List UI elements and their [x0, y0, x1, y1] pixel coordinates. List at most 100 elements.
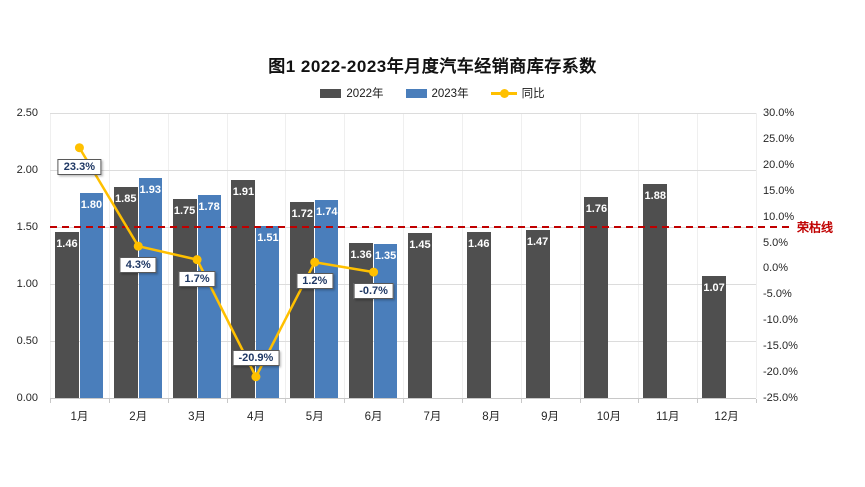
- bar-value-label: 1.78: [198, 201, 220, 214]
- y-axis-left-tick-label: 2.00: [16, 164, 38, 176]
- y-axis-right-tick-label: -20.0%: [763, 366, 798, 379]
- bar-value-label: 1.91: [232, 186, 255, 199]
- bar-value-label: 1.85: [115, 193, 137, 206]
- legend-label-2023: 2023年: [431, 88, 469, 100]
- horizontal-gridline: [50, 170, 756, 171]
- y-axis-right-tick-label: 15.0%: [763, 184, 795, 197]
- bar-value-label: 1.46: [468, 237, 490, 250]
- yoy-data-label: 1.7%: [178, 270, 216, 287]
- bar-2022年-12月: [702, 276, 727, 398]
- x-axis-category-label: 7月: [423, 411, 442, 423]
- bar-2023年-1月: [79, 192, 103, 398]
- x-axis-tick: [756, 399, 757, 403]
- vertical-gridline: [697, 113, 699, 398]
- vertical-gridline: [285, 113, 287, 398]
- vertical-gridline: [756, 113, 757, 398]
- reference-line-label: 荣枯线: [797, 220, 834, 235]
- y-axis-left-tick-label: 1.00: [16, 278, 38, 290]
- bar-value-label: 1.45: [409, 238, 431, 251]
- vertical-gridline: [226, 113, 228, 398]
- y-axis-left-tick-label: 0.50: [16, 335, 38, 347]
- bar-value-label: 1.46: [56, 237, 78, 250]
- bar-2022年-11月: [643, 183, 668, 398]
- yoy-point-marker: [133, 241, 143, 251]
- bar-2022年-7月: [407, 232, 432, 398]
- legend-swatch-2022-icon: [320, 88, 342, 98]
- x-axis-category-label: 8月: [482, 411, 501, 423]
- y-axis-right-tick-label: 5.0%: [763, 236, 789, 249]
- x-axis-category-label: 4月: [246, 411, 265, 423]
- x-axis-tick: [461, 399, 463, 403]
- y-axis-left-tick-label: 2.50: [16, 107, 38, 119]
- x-axis-tick: [167, 399, 169, 403]
- y-axis-right-tick-label: 0.0%: [763, 262, 789, 275]
- bar-value-label: 1.76: [585, 203, 608, 216]
- vertical-gridline: [638, 113, 640, 398]
- y-axis-right-tick-label: 30.0%: [763, 107, 795, 119]
- legend-swatch-2023-icon: [405, 88, 427, 98]
- x-axis-tick: [344, 399, 346, 403]
- y-axis-left-tick-label: 1.50: [16, 221, 38, 233]
- bar-value-label: 1.07: [703, 282, 725, 295]
- bar-2022年-9月: [525, 230, 550, 398]
- x-axis-category-label: 11月: [656, 411, 680, 423]
- bar-value-label: 1.72: [291, 207, 313, 220]
- bar-2022年-3月: [172, 198, 197, 398]
- yoy-point-marker: [251, 372, 261, 382]
- bar-2022年-2月: [113, 187, 138, 398]
- vertical-gridline: [167, 113, 169, 398]
- x-axis-line: [50, 398, 756, 399]
- bar-2023年-2月: [138, 177, 162, 398]
- x-axis-tick: [108, 399, 110, 403]
- yoy-data-label: -20.9%: [232, 349, 280, 366]
- yoy-point-marker: [74, 143, 84, 153]
- x-axis-tick: [520, 399, 522, 403]
- x-axis-category-label: 1月: [70, 411, 89, 423]
- horizontal-gridline: [50, 113, 756, 114]
- x-axis-category-label: 10月: [596, 411, 622, 423]
- vertical-gridline: [344, 113, 346, 398]
- y-axis-right-tick-label: -5.0%: [763, 288, 792, 301]
- vertical-gridline: [520, 113, 522, 398]
- x-axis-tick: [697, 399, 699, 403]
- bar-value-label: 1.80: [80, 198, 103, 211]
- x-axis-category-label: 3月: [188, 411, 207, 423]
- vertical-gridline: [108, 113, 110, 398]
- bar-2023年-5月: [315, 199, 339, 398]
- yoy-line-series: [74, 143, 379, 382]
- x-axis-category-label: 6月: [364, 411, 383, 423]
- bar-value-label: 1.51: [257, 231, 279, 244]
- vertical-gridline: [579, 113, 581, 398]
- yoy-data-label: 4.3%: [119, 257, 157, 274]
- legend-item-2023: 2023年: [405, 85, 469, 101]
- y-axis-right-tick-label: 20.0%: [763, 158, 795, 171]
- horizontal-gridline: [50, 341, 756, 342]
- bar-2022年-1月: [54, 231, 79, 398]
- bar-value-label: 1.35: [374, 250, 397, 263]
- bar-value-label: 1.47: [526, 236, 549, 249]
- bar-value-label: 1.88: [644, 189, 666, 202]
- legend-item-2022: 2022年: [320, 85, 384, 101]
- legend-item-yoy: 同比: [490, 85, 545, 101]
- x-axis-tick: [403, 399, 404, 403]
- yoy-data-label: -0.7%: [353, 283, 394, 300]
- yoy-point-marker: [192, 255, 202, 265]
- bar-value-label: 1.93: [139, 183, 161, 196]
- chart-title: 图1 2022-2023年月度汽车经销商库存系数: [268, 57, 597, 76]
- horizontal-gridline: [50, 284, 756, 285]
- bar-value-label: 1.75: [173, 204, 196, 217]
- legend-line-marker-icon: [490, 88, 517, 98]
- legend-label-yoy: 同比: [521, 88, 545, 100]
- y-axis-right-tick-label: 10.0%: [763, 210, 795, 223]
- bar-2022年-10月: [584, 197, 609, 398]
- bar-2023年-6月: [374, 244, 398, 398]
- y-axis-left-tick-label: 0.00: [16, 392, 38, 404]
- yoy-point-marker: [310, 257, 320, 267]
- y-axis-right-tick-label: -10.0%: [763, 314, 798, 327]
- bar-2023年-3月: [197, 195, 221, 398]
- legend-label-2022: 2022年: [346, 88, 384, 100]
- x-axis-tick: [50, 399, 51, 403]
- yoy-data-label: 1.2%: [296, 273, 334, 290]
- x-axis-tick: [226, 399, 228, 403]
